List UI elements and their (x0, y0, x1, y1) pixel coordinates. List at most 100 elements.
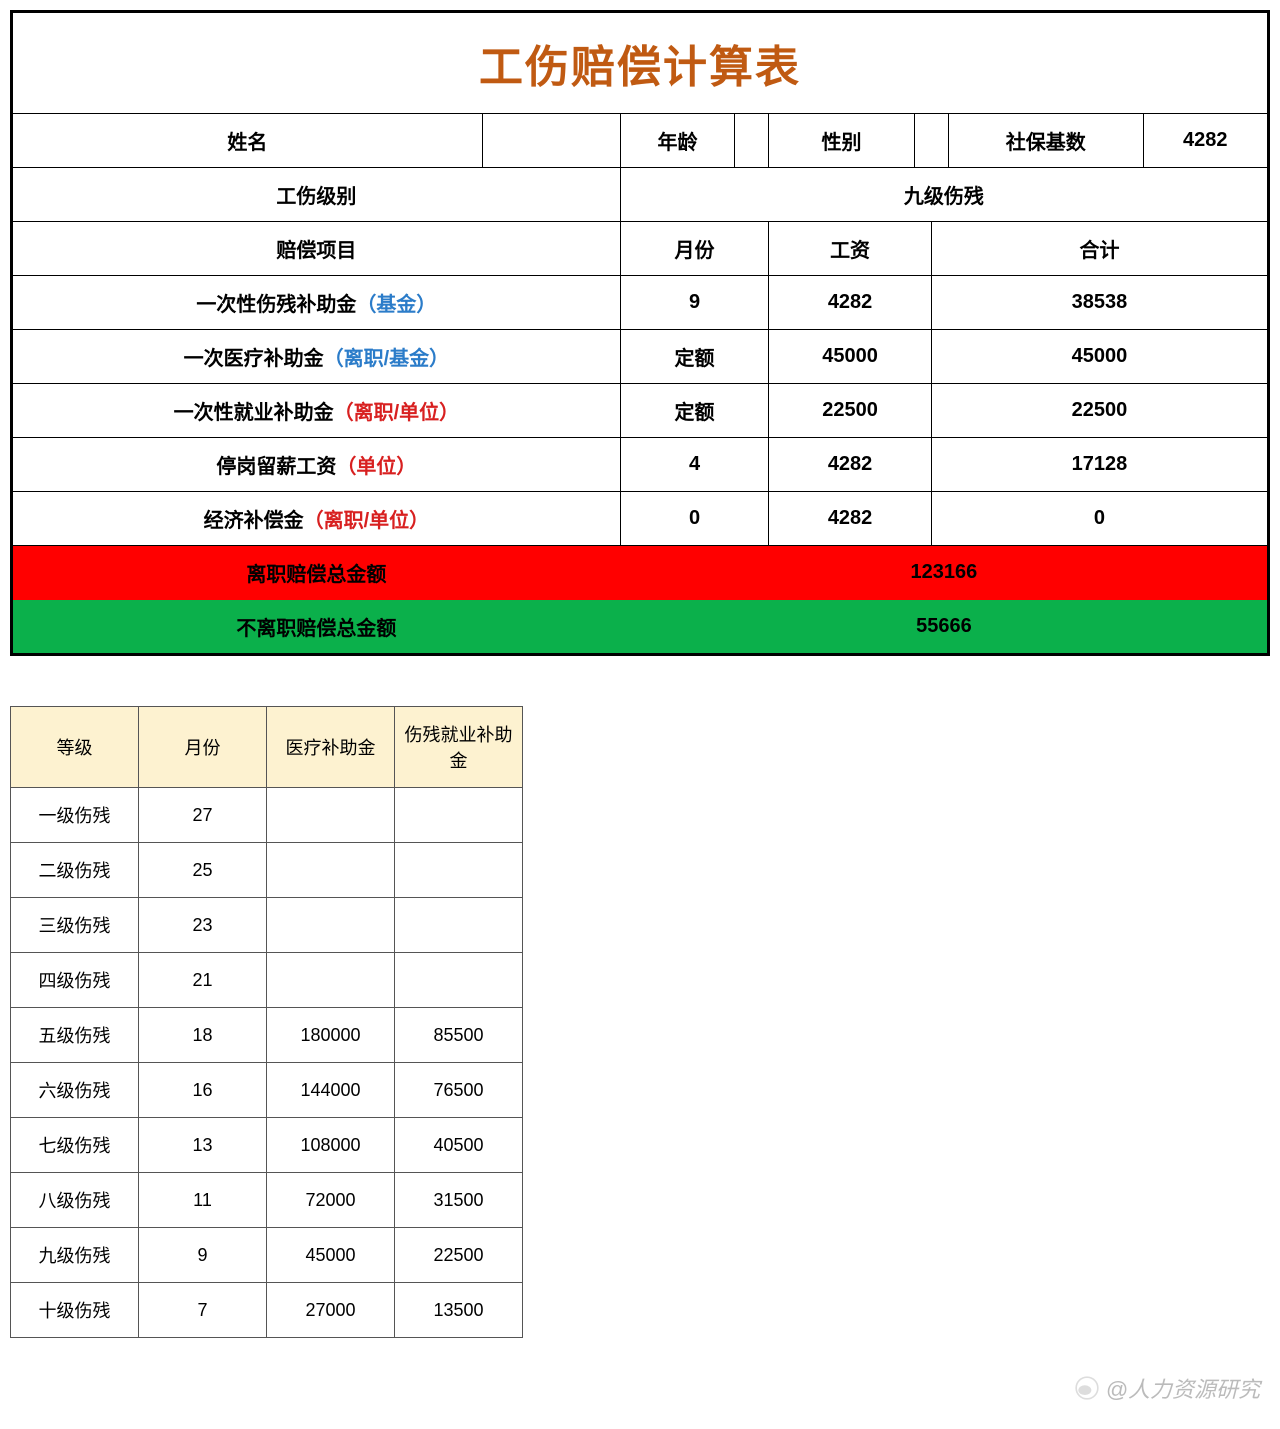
compensation-table: 工伤赔偿计算表 姓名 年龄 性别 社保基数 4282 工伤级别 九级伤残 赔偿项… (10, 10, 1270, 656)
ref-month: 25 (139, 843, 267, 898)
ref-level: 三级伤残 (11, 898, 139, 953)
gender-value (914, 114, 948, 168)
month-cell: 定额 (620, 384, 768, 438)
gender-label: 性别 (769, 114, 915, 168)
watermark-text: @人力资源研究 (1106, 1372, 1260, 1404)
item-main: 一次性伤残补助金 (196, 294, 356, 316)
item-cell: 一次性伤残补助金（基金） (12, 276, 621, 330)
watermark: @人力资源研究 (1074, 1372, 1260, 1404)
leave-total-value: 123166 (620, 546, 1268, 600)
ref-level: 十级伤残 (11, 1283, 139, 1338)
ref-level: 五级伤残 (11, 1008, 139, 1063)
item-main: 一次医疗补助金 (184, 348, 324, 370)
name-label: 姓名 (12, 114, 483, 168)
ssbase-value: 4282 (1143, 114, 1269, 168)
ref-level: 八级伤残 (11, 1173, 139, 1228)
month-cell: 9 (620, 276, 768, 330)
ref-row: 九级伤残94500022500 (11, 1228, 523, 1283)
leave-total-label: 离职赔偿总金额 (12, 546, 621, 600)
stay-total-row: 不离职赔偿总金额 55666 (12, 600, 1269, 655)
ref-month: 13 (139, 1118, 267, 1173)
table-row: 一次性伤残补助金（基金）9428238538 (12, 276, 1269, 330)
ref-employ: 22500 (395, 1228, 523, 1283)
table-row: 一次性就业补助金（离职/单位）定额2250022500 (12, 384, 1269, 438)
stay-total-value: 55666 (620, 600, 1268, 655)
table-row: 经济补偿金（离职/单位）042820 (12, 492, 1269, 546)
ref-month: 18 (139, 1008, 267, 1063)
month-cell: 0 (620, 492, 768, 546)
ref-employ: 13500 (395, 1283, 523, 1338)
ref-employ (395, 953, 523, 1008)
wage-cell: 4282 (769, 492, 932, 546)
level-row: 工伤级别 九级伤残 (12, 168, 1269, 222)
ref-row: 七级伤残1310800040500 (11, 1118, 523, 1173)
ref-level: 六级伤残 (11, 1063, 139, 1118)
ref-medical: 45000 (267, 1228, 395, 1283)
ref-employ (395, 843, 523, 898)
reference-table: 等级 月份 医疗补助金 伤残就业补助金 一级伤残27二级伤残25三级伤残23四级… (10, 706, 523, 1338)
ref-level: 九级伤残 (11, 1228, 139, 1283)
info-row: 姓名 年龄 性别 社保基数 4282 (12, 114, 1269, 168)
total-cell: 38538 (931, 276, 1268, 330)
ref-header-medical: 医疗补助金 (267, 707, 395, 788)
table-row: 停岗留薪工资（单位）4428217128 (12, 438, 1269, 492)
ref-header-level: 等级 (11, 707, 139, 788)
ref-employ: 85500 (395, 1008, 523, 1063)
wage-cell: 45000 (769, 330, 932, 384)
wage-cell: 22500 (769, 384, 932, 438)
table-title: 工伤赔偿计算表 (12, 12, 1269, 114)
item-paren: （基金） (356, 294, 436, 316)
header-wage: 工资 (769, 222, 932, 276)
level-value: 九级伤残 (620, 168, 1268, 222)
table-row: 一次医疗补助金（离职/基金）定额4500045000 (12, 330, 1269, 384)
ref-month: 27 (139, 788, 267, 843)
header-total: 合计 (931, 222, 1268, 276)
wage-cell: 4282 (769, 276, 932, 330)
wage-cell: 4282 (769, 438, 932, 492)
total-cell: 45000 (931, 330, 1268, 384)
ref-employ (395, 788, 523, 843)
total-cell: 17128 (931, 438, 1268, 492)
ref-employ (395, 898, 523, 953)
ref-header-employ: 伤残就业补助金 (395, 707, 523, 788)
ref-employ: 31500 (395, 1173, 523, 1228)
name-value (482, 114, 620, 168)
total-cell: 0 (931, 492, 1268, 546)
title-row: 工伤赔偿计算表 (12, 12, 1269, 114)
ref-row: 二级伤残25 (11, 843, 523, 898)
ref-level: 二级伤残 (11, 843, 139, 898)
month-cell: 4 (620, 438, 768, 492)
header-row: 赔偿项目 月份 工资 合计 (12, 222, 1269, 276)
ref-month: 23 (139, 898, 267, 953)
item-cell: 经济补偿金（离职/单位） (12, 492, 621, 546)
item-paren: （单位） (336, 456, 416, 478)
ref-level: 一级伤残 (11, 788, 139, 843)
weibo-icon (1074, 1375, 1100, 1401)
ref-medical: 27000 (267, 1283, 395, 1338)
ref-month: 11 (139, 1173, 267, 1228)
item-cell: 一次性就业补助金（离职/单位） (12, 384, 621, 438)
month-cell: 定额 (620, 330, 768, 384)
ref-medical (267, 898, 395, 953)
ssbase-label: 社保基数 (948, 114, 1143, 168)
ref-header-row: 等级 月份 医疗补助金 伤残就业补助金 (11, 707, 523, 788)
total-cell: 22500 (931, 384, 1268, 438)
ref-row: 一级伤残27 (11, 788, 523, 843)
ref-medical: 108000 (267, 1118, 395, 1173)
ref-level: 七级伤残 (11, 1118, 139, 1173)
ref-month: 9 (139, 1228, 267, 1283)
level-label: 工伤级别 (12, 168, 621, 222)
age-value (735, 114, 769, 168)
ref-month: 7 (139, 1283, 267, 1338)
item-paren: （离职/单位） (304, 510, 430, 532)
age-label: 年龄 (620, 114, 734, 168)
stay-total-label: 不离职赔偿总金额 (12, 600, 621, 655)
ref-row: 三级伤残23 (11, 898, 523, 953)
leave-total-row: 离职赔偿总金额 123166 (12, 546, 1269, 600)
item-main: 经济补偿金 (204, 510, 304, 532)
ref-level: 四级伤残 (11, 953, 139, 1008)
ref-medical (267, 953, 395, 1008)
header-item: 赔偿项目 (12, 222, 621, 276)
ref-row: 五级伤残1818000085500 (11, 1008, 523, 1063)
spacer (10, 656, 1270, 696)
